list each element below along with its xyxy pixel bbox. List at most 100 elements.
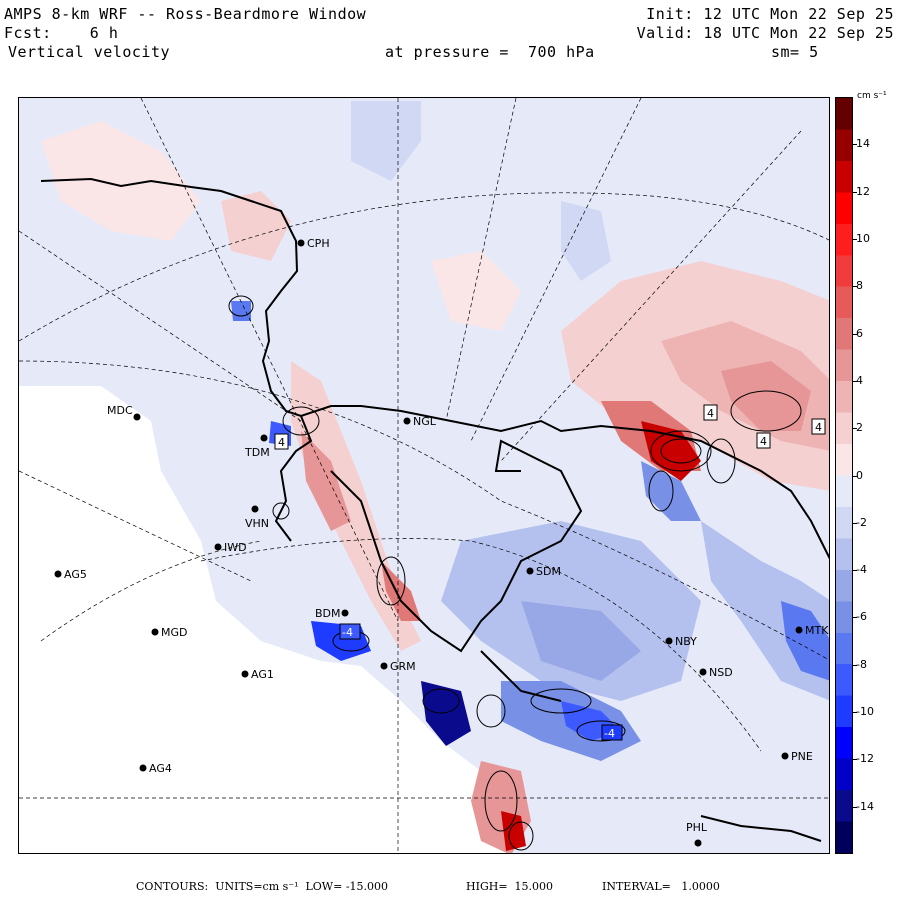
- extrema-box: [811, 418, 826, 435]
- extrema-label: 4: [815, 421, 822, 434]
- map-title: AMPS 8-km WRF -- Ross-Beardmore Window: [4, 5, 367, 23]
- station-label: AG1: [251, 668, 274, 681]
- station-label: MGD: [161, 626, 188, 639]
- station-label: TDM: [244, 446, 270, 459]
- station-marker: [214, 543, 222, 551]
- colorbar-tick-mark: [853, 759, 857, 761]
- extrema-label: -4: [342, 626, 353, 639]
- extrema-box: [756, 432, 771, 449]
- colorbar-tick-mark: [853, 191, 857, 193]
- station-marker: [699, 668, 707, 676]
- station-marker: [781, 752, 789, 760]
- colorbar-tick-mark: [853, 286, 857, 288]
- colorbar-tick-mark: [853, 664, 857, 666]
- colorbar-tick-mark: [853, 475, 857, 477]
- colorbar-tick-mark: [853, 238, 857, 240]
- contour-units-low: CONTOURS: UNITS=cm s⁻¹ LOW= -15.000: [136, 880, 389, 893]
- station-label: CPH: [307, 237, 330, 250]
- station-marker: [133, 413, 141, 421]
- station-label: VHN: [245, 517, 269, 530]
- extrema-label: 4: [278, 436, 285, 449]
- station-marker: [297, 239, 305, 247]
- station-marker: [151, 628, 159, 636]
- station-label: NGL: [413, 415, 437, 428]
- colorbar-tick-mark: [853, 570, 857, 572]
- colorbar-tick-label: -8: [856, 657, 867, 671]
- colorbar-tick-label: 4: [856, 373, 863, 387]
- extrema-box: [339, 623, 361, 640]
- colorbar-tick-mark: [853, 806, 857, 808]
- station-marker: [260, 434, 268, 442]
- colorbar-tick-label: 8: [856, 279, 863, 293]
- contour-lines: [228, 295, 802, 851]
- station-label: IWD: [224, 541, 247, 554]
- coastline: [40, 177, 829, 842]
- vertical-velocity-map: CPH MDC NGL TDM VHN IWD AG5 SDM BDM MGD NBY MTK AG1 N…: [18, 97, 830, 854]
- station-marker: [251, 505, 259, 513]
- pressure-level: at pressure = 700 hPa: [385, 43, 595, 61]
- field-name: Vertical velocity: [8, 43, 171, 61]
- colorbar-tick-label: 10: [856, 231, 870, 245]
- station-marker: [694, 839, 702, 847]
- extrema-box: [703, 404, 718, 421]
- station-marker: [380, 662, 388, 670]
- station-marker: [526, 567, 534, 575]
- station-label: MTK: [805, 624, 829, 637]
- extrema-label: -4: [604, 727, 615, 740]
- station-marker: [665, 637, 673, 645]
- updraft-regions: [41, 121, 829, 853]
- colorbar-tick-mark: [853, 522, 857, 524]
- colorbar-units: cm s⁻¹: [857, 91, 887, 101]
- graticule: [19, 98, 829, 853]
- colorbar-tick-mark: [853, 333, 857, 335]
- colorbar-tick-label: -12: [856, 752, 874, 766]
- colorbar-tick-label: 0: [856, 468, 863, 482]
- colorbar-tick-label: 14: [856, 137, 870, 151]
- init-time: Init: 12 UTC Mon 22 Sep 25: [646, 5, 894, 23]
- forecast-hour: Fcst: 6 h: [4, 24, 119, 42]
- colorbar-tick-label: -10: [856, 705, 874, 719]
- map-canvas: CPH MDC NGL TDM VHN IWD AG5 SDM BDM MGD NBY MTK AG1 N…: [19, 98, 829, 853]
- extrema-box: [601, 724, 623, 741]
- station-marker: [139, 764, 147, 772]
- station-label: BDM: [315, 607, 341, 620]
- colorbar-tick-label: -14: [856, 799, 874, 813]
- valid-time: Valid: 18 UTC Mon 22 Sep 25: [636, 24, 894, 42]
- colorbar-tick-label: -2: [856, 515, 867, 529]
- contour-interval: INTERVAL= 1.0000: [602, 880, 720, 893]
- smoothing-setting: sm= 5: [771, 43, 819, 61]
- no-data-area: [19, 386, 511, 853]
- colorbar-tick-mark: [853, 380, 857, 382]
- station-marker: [54, 570, 62, 578]
- extrema-labels: 4 4 4 4 -4 -4: [274, 404, 826, 741]
- colorbar-tick-label: 2: [856, 421, 863, 435]
- station-label: AG5: [64, 568, 87, 581]
- colorbar-tick-mark: [853, 617, 857, 619]
- contour-high: HIGH= 15.000: [466, 880, 554, 893]
- colorbar-tick-label: 6: [856, 326, 863, 340]
- station-label: PHL: [686, 821, 708, 834]
- colorbar-tick-label: -4: [856, 563, 867, 577]
- station-label: MDC: [107, 404, 133, 417]
- station-marker: [403, 417, 411, 425]
- extrema-box: [274, 433, 289, 450]
- colorbar-tick-mark: [853, 712, 857, 714]
- downdraft-regions: [231, 101, 829, 761]
- station-label: PNE: [791, 750, 813, 763]
- colorbar-tick-mark: [853, 428, 857, 430]
- station-label: AG4: [149, 762, 172, 775]
- station-label: GRM: [390, 660, 416, 673]
- station-markers: CPH MDC NGL TDM VHN IWD AG5 SDM BDM MGD NBY MTK AG1 N…: [54, 237, 829, 847]
- colorbar-tick-mark: [853, 144, 857, 146]
- station-label: NBY: [675, 635, 697, 648]
- station-label: NSD: [709, 666, 733, 679]
- station-label: SDM: [536, 565, 561, 578]
- station-marker: [341, 609, 349, 617]
- colorbar-tick-label: -6: [856, 610, 867, 624]
- extrema-label: 4: [760, 435, 767, 448]
- colorbar-tick-label: 12: [856, 184, 870, 198]
- extrema-label: 4: [707, 407, 714, 420]
- station-marker: [795, 626, 803, 634]
- color-scale-bar: [835, 97, 853, 854]
- station-marker: [241, 670, 249, 678]
